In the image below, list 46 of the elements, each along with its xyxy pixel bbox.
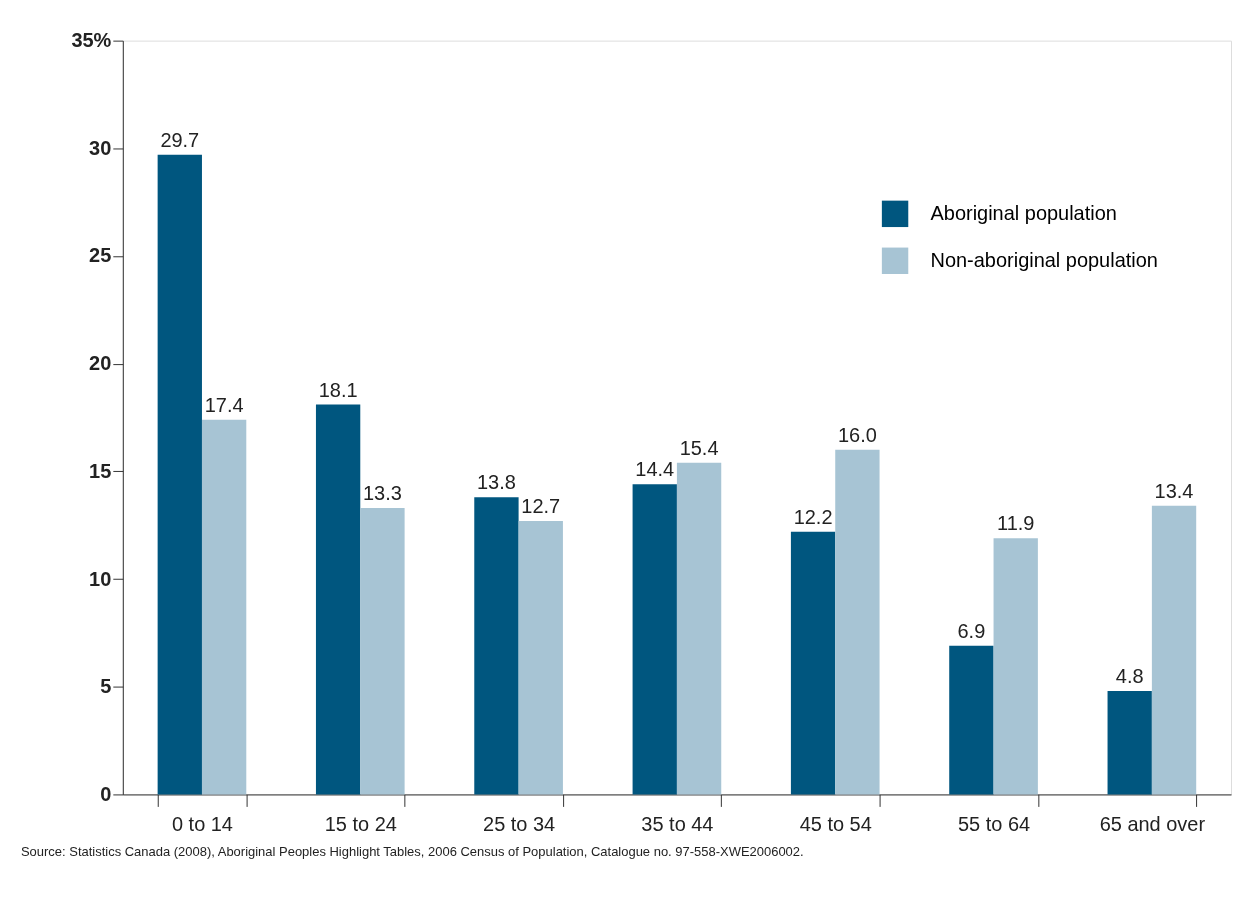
legend-label: Non-aboriginal population bbox=[930, 248, 1158, 271]
bar bbox=[518, 520, 563, 795]
bar bbox=[835, 449, 880, 795]
x-tick-label: 45 to 54 bbox=[799, 812, 872, 835]
bar bbox=[676, 462, 722, 795]
bar bbox=[360, 507, 405, 795]
data-label: 13.8 bbox=[477, 471, 516, 494]
y-tick-label: 20 bbox=[89, 352, 112, 375]
bar bbox=[790, 531, 836, 795]
x-tick-label: 55 to 64 bbox=[957, 812, 1031, 835]
data-label: 29.7 bbox=[160, 128, 200, 151]
x-tick-label: 65 and over bbox=[1099, 812, 1206, 835]
data-label: 13.4 bbox=[1154, 479, 1194, 502]
data-label: 18.1 bbox=[318, 378, 358, 401]
data-label: 12.2 bbox=[793, 505, 833, 528]
y-tick-label: 5 bbox=[100, 675, 112, 698]
bar bbox=[632, 484, 677, 795]
bar bbox=[474, 497, 519, 795]
data-label: 17.4 bbox=[204, 393, 244, 416]
bar bbox=[993, 538, 1038, 795]
y-tick-label: 0 bbox=[100, 782, 112, 805]
bar bbox=[157, 154, 202, 795]
x-tick-label: 35 to 44 bbox=[641, 812, 714, 835]
x-tick-label: 25 to 34 bbox=[483, 812, 556, 835]
source-note: Source: Statistics Canada (2008), Aboriginal Peoples Highlight Tables, 2006 Census of Population, Catalogue no. 97-558-XWE2006002. bbox=[20, 844, 804, 860]
data-label: 11.9 bbox=[997, 512, 1035, 535]
data-label: 15.4 bbox=[679, 436, 719, 459]
bar bbox=[1107, 691, 1152, 795]
bar bbox=[949, 645, 994, 795]
y-tick-label: 35% bbox=[71, 29, 112, 52]
bar bbox=[315, 404, 361, 795]
data-label: 4.8 bbox=[1115, 665, 1144, 688]
data-label: 16.0 bbox=[837, 423, 877, 446]
y-tick-label: 10 bbox=[89, 567, 112, 590]
legend-label: Aboriginal population bbox=[930, 201, 1117, 224]
y-tick-label: 15 bbox=[89, 459, 112, 482]
data-label: 13.3 bbox=[363, 481, 402, 504]
data-label: 6.9 bbox=[957, 619, 986, 642]
data-label: 14.4 bbox=[635, 458, 675, 481]
x-tick-label: 15 to 24 bbox=[324, 812, 397, 835]
y-tick-label: 25 bbox=[89, 244, 112, 267]
data-label: 12.7 bbox=[521, 494, 561, 517]
bar bbox=[1151, 505, 1197, 795]
bar bbox=[201, 419, 247, 795]
x-tick-label: 0 to 14 bbox=[171, 812, 233, 835]
y-tick-label: 30 bbox=[89, 136, 112, 159]
